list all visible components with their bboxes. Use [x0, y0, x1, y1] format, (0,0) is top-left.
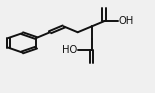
Text: OH: OH — [119, 16, 134, 26]
Text: HO: HO — [62, 45, 77, 55]
